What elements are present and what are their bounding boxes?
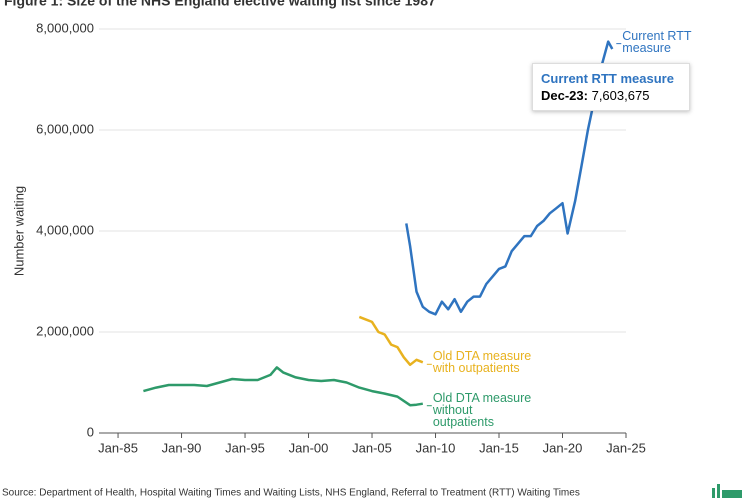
tooltip-value: 7,603,675 <box>591 88 650 103</box>
x-tick-label: Jan-95 <box>225 440 265 455</box>
y-axis-label: Number waiting <box>11 186 26 276</box>
x-tick-label: Jan-85 <box>98 440 138 455</box>
series-label: Current RTT measure <box>622 28 692 55</box>
y-tick-label: 8,000,000 <box>36 20 94 35</box>
y-tick-label: 6,000,000 <box>36 121 94 136</box>
tooltip-series: Current RTT measure <box>541 71 674 86</box>
series-line <box>405 40 614 316</box>
series-line <box>143 366 423 407</box>
x-tick-label: Jan-20 <box>543 440 583 455</box>
y-tick-label: 2,000,000 <box>36 323 94 338</box>
x-tick-label: Jan-90 <box>162 440 202 455</box>
tooltip-row: Dec-23: 7,603,675 <box>541 87 681 104</box>
tooltip: Current RTT measure Dec-23: 7,603,675 <box>532 63 690 111</box>
tooltip-date: Dec-23: <box>541 88 588 103</box>
series-line <box>358 315 424 367</box>
series-label: Old DTA measure without outpatients <box>432 390 532 429</box>
x-tick-label: Jan-05 <box>352 440 392 455</box>
y-tick-label: 0 <box>87 424 94 439</box>
chart-title: Figure 1: Size of the NHS England electi… <box>4 0 436 9</box>
y-tick-label: 4,000,000 <box>36 222 94 237</box>
x-tick-label: Jan-10 <box>416 440 456 455</box>
x-tick-label: Jan-15 <box>479 440 519 455</box>
x-tick-label: Jan-25 <box>606 440 646 455</box>
x-tick-label: Jan-00 <box>289 440 329 455</box>
series-label: Old DTA measure with outpatients <box>432 349 532 376</box>
logo <box>712 484 742 498</box>
source: Source: Department of Health, Hospital W… <box>2 488 580 498</box>
